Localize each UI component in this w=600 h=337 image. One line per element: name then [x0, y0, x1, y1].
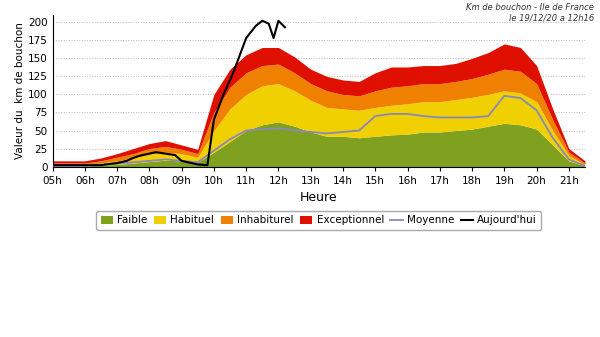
X-axis label: Heure: Heure	[300, 191, 338, 204]
Y-axis label: Valeur du  km de bouchon: Valeur du km de bouchon	[15, 22, 25, 159]
Legend: Faible, Habituel, Inhabiturel, Exceptionnel, Moyenne, Aujourd'hui: Faible, Habituel, Inhabiturel, Exception…	[97, 211, 541, 229]
Text: Km de bouchon - Ile de France
le 19/12/20 a 12h16: Km de bouchon - Ile de France le 19/12/2…	[466, 3, 594, 23]
